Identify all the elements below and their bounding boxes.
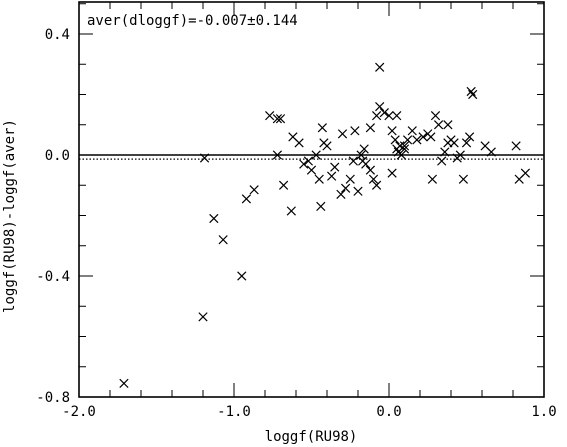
x-tick-label: 1.0 <box>531 404 556 420</box>
data-point <box>327 171 337 181</box>
data-point <box>272 114 283 124</box>
data-point <box>119 378 129 389</box>
x-axis-label: loggf(RU98) <box>265 429 358 445</box>
data-point <box>275 114 286 124</box>
x-tick-label: -2.0 <box>62 404 96 420</box>
x-tick-label: 0.0 <box>376 404 401 420</box>
data-point <box>371 111 382 121</box>
data-point <box>199 153 210 163</box>
data-point <box>299 159 309 169</box>
data-point <box>265 111 275 121</box>
y-tick-label: 0.4 <box>45 27 70 43</box>
data-point <box>486 147 496 157</box>
x-tick-label: -1.0 <box>217 404 251 420</box>
data-point <box>294 138 304 148</box>
data-point <box>395 141 405 151</box>
data-point <box>306 165 317 175</box>
data-point <box>350 126 360 136</box>
data-point <box>314 174 324 184</box>
data-point <box>303 156 314 166</box>
data-point <box>464 132 475 142</box>
data-point <box>511 141 521 151</box>
data-point <box>387 126 397 136</box>
data-point <box>209 213 219 224</box>
data-point <box>340 183 351 193</box>
y-tick-label: -0.4 <box>36 269 70 285</box>
data-point <box>387 168 397 178</box>
data-point <box>336 189 346 199</box>
data-point <box>322 141 332 151</box>
data-point <box>353 186 363 196</box>
data-point <box>218 235 228 245</box>
data-point <box>427 174 438 184</box>
data-point <box>458 174 469 184</box>
plot-frame <box>78 1 545 398</box>
data-point <box>430 111 441 121</box>
data-point <box>375 62 385 72</box>
data-point <box>278 180 289 190</box>
data-point <box>345 174 355 184</box>
data-point <box>359 144 369 154</box>
y-tick-label: -0.8 <box>36 390 70 406</box>
data-point <box>520 168 531 178</box>
data-point <box>461 138 472 148</box>
data-point <box>384 111 394 121</box>
data-point <box>418 132 428 142</box>
data-point <box>437 156 447 166</box>
reference-lines <box>79 154 544 160</box>
data-point <box>433 120 444 130</box>
average-annotation: aver(dloggf)=-0.007±0.144 <box>87 13 298 29</box>
y-axis-label: loggf(RU98)-loggf(aver) <box>2 119 18 313</box>
data-point <box>468 89 478 100</box>
data-point <box>402 135 413 145</box>
data-point <box>356 150 366 160</box>
data-point <box>379 108 389 118</box>
data-point <box>371 180 382 190</box>
data-point <box>241 194 252 204</box>
data-point <box>412 135 422 145</box>
data-point <box>455 150 465 160</box>
data-point <box>440 147 450 157</box>
data-point <box>330 162 340 172</box>
data-point <box>198 312 208 322</box>
data-point <box>365 165 376 175</box>
data-point <box>365 123 376 133</box>
data-point <box>466 86 476 97</box>
tick-labels: -2.0 -1.0 0.0 1.0 0.4 0.0 -0.4 -0.8 <box>36 27 556 420</box>
data-point <box>426 132 436 142</box>
data-point <box>249 185 259 195</box>
data-points <box>119 62 531 389</box>
y-tick-label: 0.0 <box>45 148 70 164</box>
data-point <box>396 150 407 160</box>
data-point <box>361 159 371 169</box>
axis-ticks <box>78 2 545 398</box>
data-point <box>286 206 296 216</box>
data-point <box>311 150 321 160</box>
data-point <box>443 138 453 148</box>
data-point <box>316 201 326 212</box>
data-point <box>443 120 453 130</box>
data-point <box>392 111 402 121</box>
data-point <box>337 129 348 139</box>
data-point <box>399 141 410 151</box>
data-point <box>272 150 283 160</box>
data-point <box>407 126 417 136</box>
data-point <box>399 144 410 154</box>
data-point <box>237 271 247 281</box>
data-point <box>390 135 400 145</box>
data-point <box>317 123 327 133</box>
data-point <box>348 156 358 166</box>
data-point <box>375 101 385 112</box>
data-point <box>368 174 379 184</box>
